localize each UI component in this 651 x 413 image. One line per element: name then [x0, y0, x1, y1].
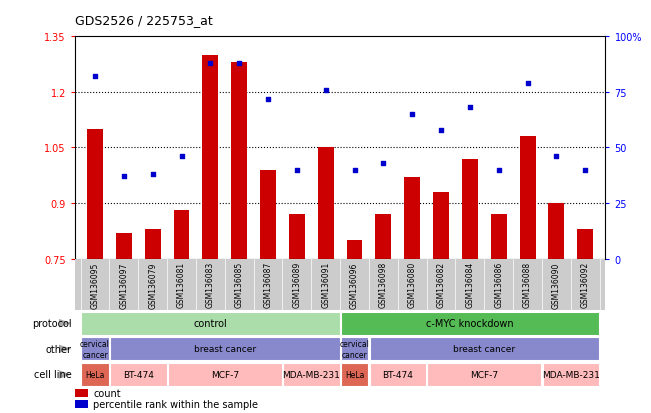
Bar	[75, 389, 88, 397]
Bar	[346, 240, 363, 259]
Bar	[81, 337, 109, 361]
Bar	[110, 337, 340, 361]
Bar	[376, 215, 391, 259]
Text: GSM136085: GSM136085	[235, 261, 243, 308]
Text: cell line: cell line	[34, 370, 72, 380]
Text: HeLa: HeLa	[85, 370, 105, 379]
Bar	[370, 363, 426, 386]
Point	[205, 60, 215, 67]
Bar	[340, 312, 599, 335]
Bar	[318, 148, 334, 259]
Text: HeLa: HeLa	[345, 370, 365, 379]
Polygon shape	[59, 319, 72, 328]
Bar	[340, 337, 368, 361]
Text: GSM136088: GSM136088	[523, 261, 532, 308]
Text: GSM136097: GSM136097	[119, 261, 128, 308]
Bar	[87, 130, 103, 259]
Text: GSM136091: GSM136091	[321, 261, 330, 308]
Bar	[81, 363, 109, 386]
Point	[263, 96, 273, 102]
Text: GSM136083: GSM136083	[206, 261, 215, 308]
Point	[292, 167, 302, 173]
Bar	[491, 215, 506, 259]
Text: GSM136092: GSM136092	[581, 261, 590, 308]
Polygon shape	[59, 344, 72, 353]
Text: BT-474: BT-474	[123, 370, 154, 379]
Point	[580, 167, 590, 173]
Point	[551, 154, 562, 160]
Text: GSM136096: GSM136096	[350, 261, 359, 308]
Point	[90, 74, 100, 81]
Bar	[231, 63, 247, 259]
Text: breast cancer: breast cancer	[453, 344, 516, 354]
Text: MDA-MB-231: MDA-MB-231	[542, 370, 600, 379]
Text: protocol: protocol	[32, 318, 72, 328]
Text: GSM136082: GSM136082	[437, 261, 445, 308]
Text: GSM136098: GSM136098	[379, 261, 388, 308]
Bar	[577, 229, 593, 259]
Text: GSM136084: GSM136084	[465, 261, 475, 308]
Point	[234, 60, 244, 67]
Text: other: other	[46, 344, 72, 354]
Bar	[289, 215, 305, 259]
Bar	[260, 170, 276, 259]
Bar	[542, 363, 599, 386]
Bar	[404, 178, 420, 259]
Text: GSM136080: GSM136080	[408, 261, 417, 308]
Bar	[519, 137, 536, 259]
Point	[522, 81, 533, 87]
Bar	[116, 233, 132, 259]
Text: GSM136086: GSM136086	[494, 261, 503, 308]
Text: GSM136081: GSM136081	[177, 261, 186, 308]
Point	[148, 171, 158, 178]
Text: GSM136090: GSM136090	[552, 261, 561, 308]
Text: GSM136079: GSM136079	[148, 261, 158, 308]
Bar	[202, 56, 218, 259]
Text: MCF-7: MCF-7	[470, 370, 499, 379]
Text: control: control	[193, 318, 227, 328]
Text: breast cancer: breast cancer	[194, 344, 256, 354]
Text: GSM136095: GSM136095	[90, 261, 100, 308]
Bar	[462, 159, 478, 259]
Bar	[145, 229, 161, 259]
Bar	[75, 400, 88, 408]
Text: cervical
cancer: cervical cancer	[340, 339, 370, 358]
Text: GSM136089: GSM136089	[292, 261, 301, 308]
Point	[118, 173, 129, 180]
Point	[493, 167, 504, 173]
Bar	[168, 363, 282, 386]
Point	[378, 160, 389, 167]
Text: c-MYC knockdown: c-MYC knockdown	[426, 318, 514, 328]
Text: MDA-MB-231: MDA-MB-231	[283, 370, 340, 379]
Bar	[433, 192, 449, 259]
Point	[436, 127, 447, 134]
Bar	[174, 211, 189, 259]
Text: cervical
cancer: cervical cancer	[80, 339, 110, 358]
Bar	[549, 204, 564, 259]
Bar	[340, 363, 368, 386]
Bar	[427, 363, 542, 386]
Text: GSM136087: GSM136087	[264, 261, 273, 308]
Polygon shape	[59, 370, 72, 379]
Bar	[370, 337, 599, 361]
Point	[465, 105, 475, 112]
Text: GDS2526 / 225753_at: GDS2526 / 225753_at	[75, 14, 213, 27]
Point	[176, 154, 187, 160]
Point	[350, 167, 360, 173]
Text: percentile rank within the sample: percentile rank within the sample	[94, 399, 258, 409]
Text: MCF-7: MCF-7	[211, 370, 239, 379]
Bar	[81, 312, 340, 335]
Text: count: count	[94, 388, 121, 398]
Bar	[110, 363, 167, 386]
Text: BT-474: BT-474	[382, 370, 413, 379]
Point	[320, 87, 331, 94]
Bar	[283, 363, 340, 386]
Point	[407, 112, 417, 118]
